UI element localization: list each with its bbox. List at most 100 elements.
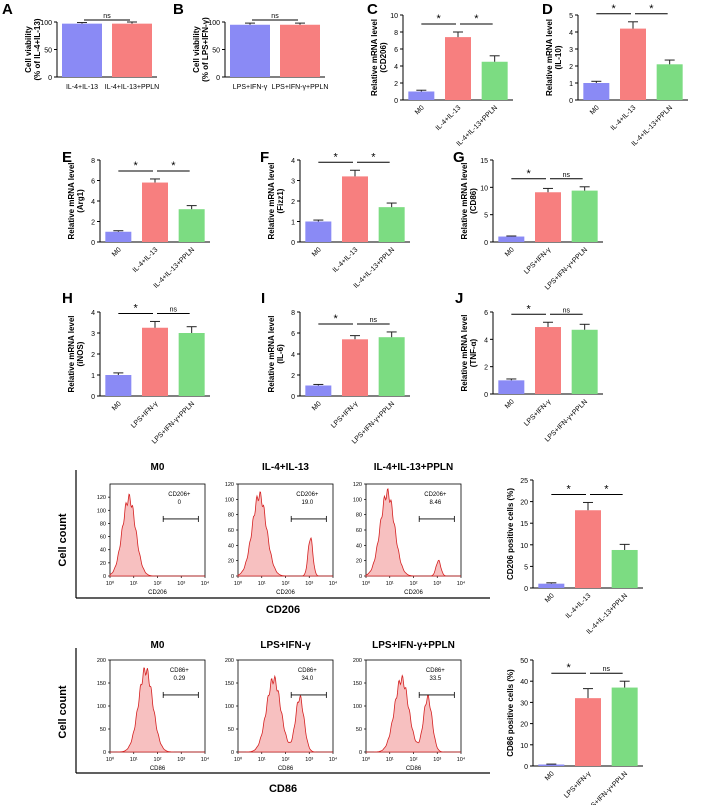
- cell-count-label: Cell count: [57, 685, 69, 739]
- bar: [178, 333, 205, 396]
- y-tick-label: 0: [484, 240, 488, 247]
- panel-letter: E: [62, 149, 72, 166]
- y-axis-label-sub: (CD206): [379, 42, 388, 73]
- category-label: LPS+IFN-γ+PPLN: [544, 246, 589, 291]
- hist-x-tick-label: 10²: [410, 757, 418, 763]
- bar: [280, 24, 320, 77]
- hist-x-tick-label: 10¹: [130, 581, 138, 587]
- hist-y-tick-label: 50: [100, 727, 106, 733]
- y-tick-label: 15: [520, 521, 528, 528]
- significance-label: *: [474, 13, 479, 25]
- hist-y-tick-label: 80: [100, 521, 106, 527]
- histogram-title: M0: [151, 462, 165, 473]
- y-tick-label: 2: [484, 365, 488, 372]
- y-tick-label: 6: [91, 179, 95, 186]
- hist-y-tick-label: 80: [228, 513, 234, 519]
- category-label: M0: [111, 246, 123, 258]
- significance-label: ns: [103, 13, 111, 20]
- category-label: IL-4+IL-13: [565, 592, 593, 620]
- gate-label: CD206+: [296, 492, 319, 498]
- bar: [408, 91, 435, 100]
- panel-letter: G: [453, 149, 465, 166]
- y-tick-label: 0: [48, 75, 52, 82]
- bar: [481, 61, 508, 100]
- hist-x-tick-label: 10²: [282, 581, 290, 587]
- hist-y-tick-label: 100: [97, 704, 106, 710]
- hist-y-tick-label: 60: [356, 528, 362, 534]
- significance-label: ns: [370, 317, 378, 324]
- histogram-panel: IL-4+IL-13+PPLN 0 20 40 60 80 100 120 10⁰ 10¹ 10² 1…: [353, 462, 466, 596]
- bar: [445, 37, 471, 100]
- category-label: M0: [311, 246, 323, 258]
- chart-h: H 0 1 2 3 4 Relative mRNA level (iNOS) M0 LPS+IFN…: [62, 290, 210, 446]
- chart-l: 0 10 20 30 40 50 CD86 positive cells (%) M0 LPS+…: [506, 658, 643, 805]
- gate-value: 0: [178, 500, 182, 506]
- gate-label: CD86+: [298, 668, 317, 674]
- y-tick-label: 30: [520, 700, 528, 707]
- histogram-title: IL-4+IL-13+PPLN: [374, 462, 453, 473]
- y-tick-label: 100: [40, 20, 52, 27]
- hist-y-tick-label: 120: [97, 495, 106, 501]
- category-label: LPS+IFN-γ+PPLN: [272, 84, 329, 91]
- significance-label: *: [437, 13, 442, 25]
- y-tick-label: 5: [484, 213, 488, 220]
- y-axis-label: CD86 positive cells (%): [506, 669, 515, 757]
- category-label: IL-4+IL-13: [332, 246, 360, 274]
- hist-x-tick-label: 10⁴: [201, 756, 210, 763]
- y-axis-label-sub: (IL-6): [276, 344, 285, 364]
- hist-y-tick-label: 100: [225, 497, 234, 503]
- significance-label: *: [334, 151, 339, 163]
- y-tick-label: 2: [91, 352, 95, 359]
- chart-f: F 0 1 2 3 4 Relative mRNA level (Fizz1) M0 IL-4+I…: [260, 149, 410, 290]
- y-axis-label-sub: (CD86): [469, 188, 478, 214]
- hist-x-tick-label: 10¹: [258, 757, 266, 763]
- y-tick-label: 0: [524, 764, 528, 771]
- cell-count-label: Cell count: [57, 513, 69, 567]
- y-tick-label: 1: [291, 220, 295, 227]
- histogram-title: M0: [151, 640, 165, 651]
- hist-y-tick-label: 200: [97, 658, 106, 664]
- significance-label: *: [134, 302, 139, 314]
- hist-x-tick-label: 10²: [282, 757, 290, 763]
- panel-letter: A: [2, 1, 13, 18]
- chart-d: D 0 1 2 3 4 5 Relative mRNA level (IL-10) M0 IL-4+…: [542, 1, 688, 148]
- y-axis-label-sub: (% of LPS+IFN-γ): [201, 17, 210, 82]
- y-tick-label: 0: [569, 98, 573, 105]
- bar: [583, 83, 610, 100]
- hist-x-tick-label: 10²: [410, 581, 418, 587]
- hist-channel-label: CD86: [406, 766, 422, 772]
- hist-y-tick-label: 100: [353, 497, 362, 503]
- hist-x-tick-label: 10²: [154, 581, 162, 587]
- y-tick-label: 0: [91, 394, 95, 401]
- y-tick-label: 4: [91, 310, 95, 317]
- significance-label: *: [604, 483, 609, 495]
- y-tick-label: 50: [212, 48, 220, 55]
- hist-y-tick-label: 80: [356, 513, 362, 519]
- bar: [305, 385, 332, 396]
- y-tick-label: 10: [520, 743, 528, 750]
- category-label: IL-4+IL-13+PPLN: [456, 104, 499, 147]
- bar: [538, 583, 565, 588]
- bar: [611, 549, 638, 588]
- hist-y-tick-label: 120: [225, 482, 234, 488]
- bar: [571, 190, 598, 242]
- y-tick-label: 0: [91, 240, 95, 247]
- category-label: M0: [589, 104, 601, 116]
- hist-x-tick-label: 10³: [177, 757, 185, 763]
- hist-y-tick-label: 100: [97, 508, 106, 514]
- gate-value: 19.0: [302, 500, 314, 506]
- y-tick-label: 0: [484, 392, 488, 399]
- bar: [535, 192, 561, 242]
- hist-y-tick-label: 150: [97, 681, 106, 687]
- hist-x-tick-label: 10⁴: [457, 756, 466, 763]
- significance-label: *: [527, 168, 532, 180]
- hist-x-tick-label: 10⁴: [201, 580, 210, 587]
- category-label: M0: [414, 104, 426, 116]
- y-tick-label: 100: [208, 20, 220, 27]
- hist-x-tick-label: 10⁰: [234, 756, 243, 763]
- category-label: LPS+IFN-γ+PPLN: [544, 398, 589, 443]
- hist-x-tick-label: 10⁰: [234, 580, 243, 587]
- y-tick-label: 2: [569, 64, 573, 71]
- chart-g: G 0 5 10 15 Relative mRNA level (CD86) M0 LPS+IF…: [453, 149, 603, 292]
- hist-x-tick-label: 10³: [177, 581, 185, 587]
